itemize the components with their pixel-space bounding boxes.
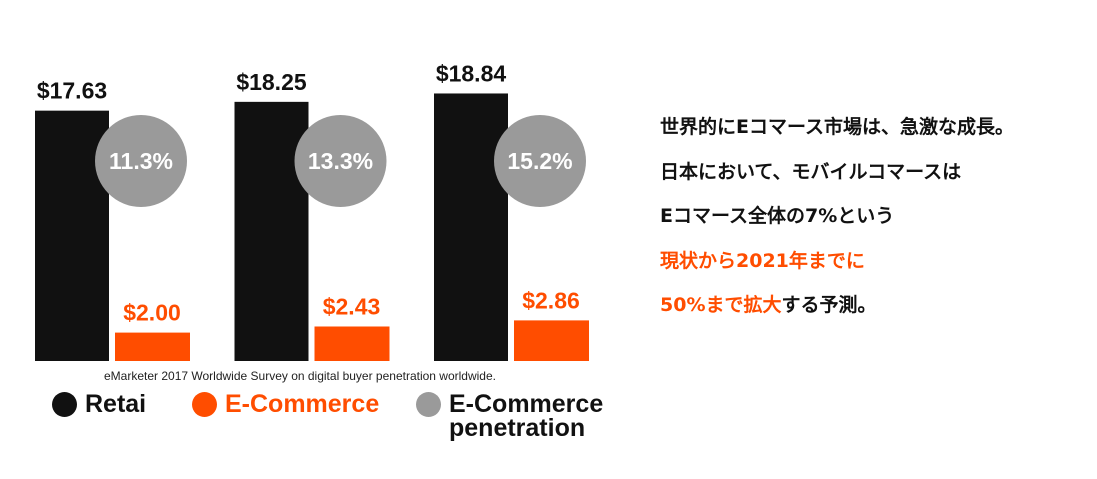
legend-swatch <box>416 392 441 417</box>
text-segment: 50%まで拡大 <box>660 294 782 316</box>
value-label: $2.86 <box>522 287 580 313</box>
bar <box>115 332 190 361</box>
value-label: $18.25 <box>236 69 307 95</box>
source-note: eMarketer 2017 Worldwide Survey on digit… <box>104 369 496 383</box>
penetration-circle <box>494 115 586 207</box>
legend-label: E-Commerce penetration <box>449 390 604 442</box>
legend-label: Retai <box>85 390 147 418</box>
value-label: $2.43 <box>323 293 381 319</box>
text-line: 現状から2021年までに <box>660 246 1014 291</box>
text-segment: 日本において、モバイルコマースは <box>660 160 962 183</box>
bar <box>314 326 390 361</box>
legend: Retai E-Commerce E-Commerce penetration <box>52 390 616 442</box>
text-segment: する予測。 <box>781 294 877 316</box>
legend-swatch <box>192 392 217 417</box>
value-label: 11.3% <box>109 148 173 174</box>
value-label: $2.00 <box>123 300 181 326</box>
legend-item: Retai <box>52 392 192 440</box>
value-label: 15.2% <box>507 148 572 174</box>
side-text: 世界的にEコマース市場は、急激な成長。 日本において、モバイルコマースは Eコマース… <box>660 112 1014 335</box>
text-segment: 現状から2021年までに <box>660 249 865 272</box>
penetration-circle <box>294 115 387 207</box>
text-segment: 世界的にEコマース市場は、急激な成長。 <box>660 116 1015 138</box>
value-label: $18.84 <box>436 60 507 86</box>
text-line: 50%まで拡大する予測。 <box>660 290 1014 335</box>
legend-swatch <box>52 392 77 417</box>
bar <box>514 320 589 361</box>
chart: $17.63 $2.00 11.3% $18.25 $2.43 13.3% $18.84 $2… <box>35 60 589 362</box>
value-label: $17.63 <box>37 78 107 104</box>
penetration-circle <box>95 115 187 207</box>
bar <box>434 93 508 362</box>
text-line: 世界的にEコマース市場は、急激な成長。 <box>660 112 1014 157</box>
bar <box>234 101 309 361</box>
text-line: 日本において、モバイルコマースは <box>660 157 1014 202</box>
value-label: 13.3% <box>308 148 373 174</box>
legend-item: E-Commerce <box>192 392 416 440</box>
legend-label: E-Commerce <box>225 390 380 418</box>
text-line: Eコマース全体の7%という <box>660 201 1014 246</box>
legend-item: E-Commerce penetration <box>416 390 616 442</box>
text-segment: Eコマース全体の7%という <box>660 205 895 227</box>
